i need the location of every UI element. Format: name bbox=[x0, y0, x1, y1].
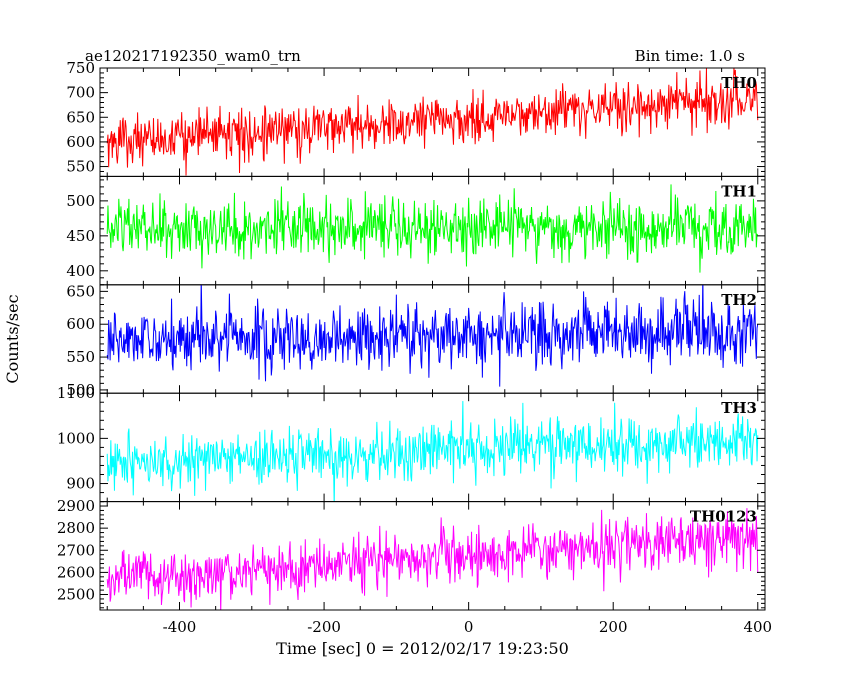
series-line-th3 bbox=[106, 401, 759, 502]
y-tick-label: 550 bbox=[66, 348, 95, 366]
y-tick-label: 600 bbox=[66, 133, 95, 151]
y-tick-label: 2800 bbox=[57, 519, 95, 537]
series-line-th0 bbox=[106, 68, 759, 176]
y-tick-label: 400 bbox=[66, 262, 95, 280]
y-tick-label: 650 bbox=[66, 282, 95, 300]
x-axis-title: Time [sec] 0 = 2012/02/17 19:23:50 bbox=[276, 639, 569, 658]
y-tick-label: 650 bbox=[66, 108, 95, 126]
chart-title: ae120217192350_wam0_trn bbox=[85, 47, 301, 65]
panel-th0123: 2500 2600 2700 2800 2900 TH0123 bbox=[57, 497, 766, 611]
panel-th0: 550 600 650 700 750 TH0 bbox=[66, 59, 766, 177]
y-tick-label: 500 bbox=[66, 381, 95, 399]
panel-label-th1: TH1 bbox=[721, 182, 757, 200]
x-tick-label: 400 bbox=[743, 618, 772, 636]
panel-th2: 500 550 600 650 TH2 bbox=[66, 282, 766, 399]
y-tick-label: 2700 bbox=[57, 541, 95, 559]
y-tick-label: 2500 bbox=[57, 586, 95, 604]
y-tick-label: 2900 bbox=[57, 497, 95, 515]
x-tick-label: -400 bbox=[163, 618, 197, 636]
y-axis-title: Counts/sec bbox=[3, 294, 22, 383]
y-tick-label: 600 bbox=[66, 315, 95, 333]
y-tick-label: 550 bbox=[66, 158, 95, 176]
panel-th3: 900 1000 1100 TH3 bbox=[57, 384, 766, 503]
y-tick-label: 450 bbox=[66, 227, 95, 245]
bin-time-label: Bin time: 1.0 s bbox=[635, 47, 745, 65]
panel-th1: 400 450 500 TH1 bbox=[66, 175, 766, 286]
x-tick-label: 200 bbox=[599, 618, 628, 636]
panel-label-th3: TH3 bbox=[721, 399, 757, 417]
y-tick-label: 900 bbox=[66, 475, 95, 493]
y-tick-label: 2600 bbox=[57, 563, 95, 581]
x-tick-label: 0 bbox=[464, 618, 474, 636]
y-tick-label: 750 bbox=[66, 59, 95, 77]
x-axis: -400 -200 0 200 400 bbox=[163, 618, 772, 636]
panels-group: 550 600 650 700 750 TH0 400 450 500 TH1 500 550 600 6… bbox=[57, 59, 766, 611]
y-tick-label: 700 bbox=[66, 84, 95, 102]
panel-label-th0123: TH0123 bbox=[690, 508, 757, 526]
y-tick-label: 500 bbox=[66, 192, 95, 210]
series-line-th0123 bbox=[106, 508, 759, 611]
y-tick-label: 1100 bbox=[57, 384, 95, 402]
y-tick-label: 1000 bbox=[57, 429, 95, 447]
panel-label-th0: TH0 bbox=[721, 74, 757, 92]
series-line-th1 bbox=[106, 184, 759, 273]
x-tick-label: -200 bbox=[307, 618, 341, 636]
series-line-th2 bbox=[106, 284, 759, 387]
panel-label-th2: TH2 bbox=[721, 291, 757, 309]
